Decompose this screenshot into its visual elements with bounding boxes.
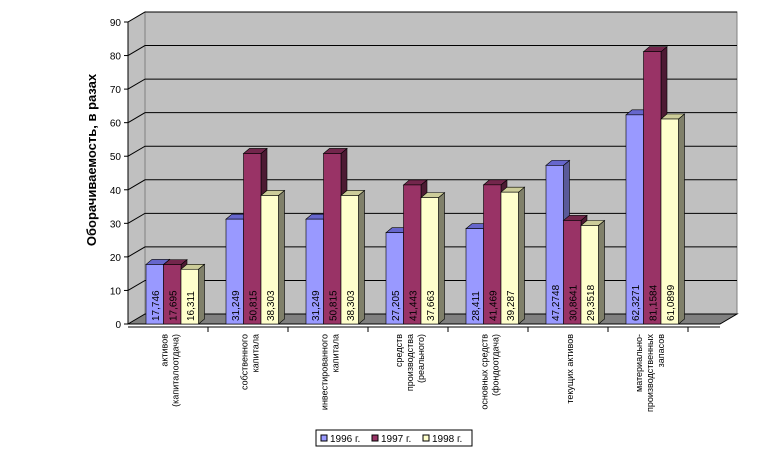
- gridline: [127, 11, 737, 23]
- data-label: 27,205: [391, 290, 402, 321]
- category-label-line: запасов: [656, 334, 666, 368]
- data-label: 37,663: [426, 290, 437, 321]
- y-tick-label: 90: [110, 18, 122, 29]
- category-label-line: капитала: [331, 334, 341, 372]
- category-label-line: (реального): [416, 334, 426, 383]
- data-label: 50,815: [328, 290, 339, 321]
- y-tick-label: 60: [110, 119, 122, 130]
- gridline: [127, 145, 737, 157]
- x-axis: активов(капиталоотдача) собственногокапит…: [128, 326, 720, 412]
- data-label: 38,303: [266, 290, 277, 321]
- category-label-line: средств: [394, 334, 404, 367]
- data-label: 41,469: [488, 290, 499, 321]
- bar-side: [678, 113, 685, 325]
- y-tick-label: 0: [115, 320, 121, 331]
- category-label-line: текущих активов: [565, 334, 575, 404]
- data-label: 31,249: [311, 290, 322, 321]
- legend-box: [315, 429, 473, 447]
- bar-side: [358, 189, 365, 325]
- data-label: 16,311: [186, 291, 197, 321]
- legend-label: 1996 г.: [330, 434, 360, 445]
- legend-swatch: [371, 434, 379, 442]
- gridline: [127, 179, 737, 191]
- data-label: 28,411: [471, 291, 482, 321]
- bar: [580, 225, 599, 325]
- y-axis-title: Оборачиваемость, в разах: [84, 73, 99, 246]
- gridline: [127, 246, 737, 258]
- data-label: 41,443: [408, 290, 419, 321]
- gridline: [127, 279, 737, 291]
- legend-swatch: [320, 434, 328, 442]
- bar: [660, 118, 679, 325]
- gridlines: [127, 11, 737, 291]
- bar-side: [518, 186, 525, 325]
- category-label: материально-производственныхзапасов: [634, 334, 666, 412]
- bar: [340, 195, 359, 325]
- category-label-line: производства: [405, 334, 415, 391]
- category-label: активов(капиталоотдача): [160, 334, 181, 407]
- bar: [420, 197, 439, 325]
- y-tick-label: 20: [110, 253, 122, 264]
- category-label-line: материально-: [634, 334, 644, 392]
- bar: [180, 268, 199, 325]
- data-label: 30,8641: [568, 284, 579, 321]
- category-label: текущих активов: [565, 334, 575, 404]
- bar-side: [598, 219, 605, 325]
- data-label: 62,3271: [631, 284, 642, 321]
- category-label: инвестированногокапитала: [320, 334, 341, 410]
- legend-label: 1998 г.: [432, 434, 462, 445]
- category-label-line: основных средств: [480, 334, 490, 410]
- category-label-line: (фондоотдача): [491, 334, 501, 396]
- bar: [643, 51, 662, 325]
- category-label-line: инвестированного: [320, 334, 330, 410]
- data-label: 50,815: [248, 290, 259, 321]
- side-wall: [127, 11, 146, 325]
- data-label: 81,1584: [648, 284, 659, 321]
- category-label-line: собственного: [240, 334, 250, 390]
- y-tick-label: 80: [110, 52, 122, 63]
- y-tick-label: 50: [110, 152, 122, 163]
- legend: 1996 г. 1997 г. 1998 г.: [315, 429, 473, 447]
- bar-side: [278, 189, 285, 325]
- bar-side: [438, 191, 445, 325]
- data-label: 17,746: [151, 290, 162, 321]
- data-label: 38,303: [346, 290, 357, 321]
- legend-label: 1997 г.: [381, 434, 411, 445]
- gridline: [127, 112, 737, 124]
- y-tick-label: 30: [110, 219, 122, 230]
- bar: [500, 191, 519, 325]
- gridline: [127, 78, 737, 90]
- gridline: [127, 45, 737, 56]
- y-tick-label: 70: [110, 85, 122, 96]
- category-label: основных средств(фондоотдача): [480, 334, 501, 410]
- data-label: 47,2748: [551, 284, 562, 321]
- category-label-line: активов: [160, 334, 170, 367]
- gridline: [127, 212, 737, 224]
- data-label: 31,249: [231, 290, 242, 321]
- y-tick-label: 40: [110, 186, 122, 197]
- data-label: 39,287: [506, 290, 517, 321]
- category-label-line: капитала: [251, 334, 261, 372]
- y-axis: 0 10 20 30 40 50 60 70 80 90: [110, 18, 129, 331]
- category-label: собственногокапитала: [240, 334, 261, 390]
- data-label: 61,0899: [666, 284, 677, 321]
- bars: 17,746 31,249 31,249 27,205 28,411 47,2748 62,…: [145, 46, 686, 325]
- category-label-line: производственных: [645, 334, 655, 412]
- bar: [260, 195, 279, 325]
- y-tick-label: 10: [110, 286, 122, 297]
- bar-side: [198, 263, 205, 325]
- data-label: 29,3518: [586, 284, 597, 321]
- category-label: средствпроизводства(реального): [394, 334, 426, 391]
- category-label-line: (капиталоотдача): [171, 334, 181, 407]
- legend-swatch: [422, 434, 430, 442]
- data-label: 17,695: [168, 290, 179, 321]
